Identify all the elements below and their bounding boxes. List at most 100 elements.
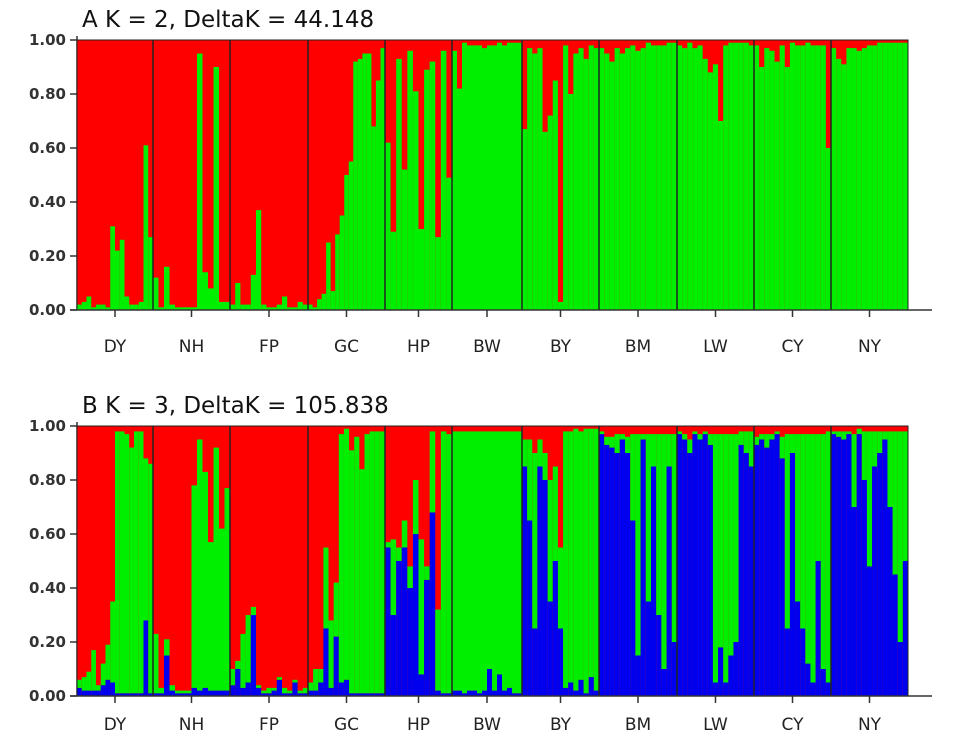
bar-segment-green <box>180 307 187 310</box>
population-lw <box>677 426 755 696</box>
bar-segment-green <box>287 690 293 694</box>
bar-segment-green <box>385 542 391 548</box>
bar-segment-blue <box>517 693 523 696</box>
bar-segment-green <box>134 304 140 310</box>
bar-segment-blue <box>635 655 641 696</box>
bar-segment-green <box>887 431 893 507</box>
bar-segment-red <box>110 40 116 310</box>
bar-segment-blue <box>86 690 92 696</box>
bar-segment-blue <box>902 561 909 696</box>
bar-segment-green <box>588 428 595 678</box>
bar-segment-green <box>743 431 750 453</box>
bar-segment-blue <box>235 669 241 696</box>
bar-segment-red <box>235 426 241 696</box>
bar-segment-red <box>230 426 236 696</box>
bar-segment-blue <box>666 466 673 696</box>
bar-segment-green <box>169 685 176 691</box>
bar-segment-green <box>707 72 714 311</box>
chart-title: B K = 3, DeltaK = 105.838 <box>82 393 389 419</box>
bar-segment-green <box>240 304 246 310</box>
population-gc <box>308 40 386 311</box>
bar-segment-green <box>692 48 698 310</box>
population-nh <box>153 40 231 310</box>
x-tick-label: GC <box>334 715 359 735</box>
bar-segment-green <box>795 434 801 602</box>
bar-segment-green <box>96 304 102 310</box>
bar-segment-green <box>728 434 734 656</box>
bar-segment-green <box>522 439 528 467</box>
bar-segment-green <box>866 431 873 567</box>
bar-segment-green <box>492 431 498 691</box>
bar-segment-green <box>712 434 719 683</box>
bar-segment-red <box>261 426 267 696</box>
bar-segment-red <box>435 426 442 696</box>
x-tick-label: DY <box>104 337 127 357</box>
bar-segment-green <box>697 434 704 440</box>
bar-segment-red <box>418 40 425 310</box>
bar-segment-green <box>467 431 473 691</box>
bar-segment-green <box>119 431 125 694</box>
bar-segment-green <box>593 48 600 310</box>
bar-segment-green <box>429 431 436 513</box>
bar-segment-green <box>213 447 220 691</box>
bar-segment-blue <box>682 439 688 696</box>
population-bm <box>599 40 678 311</box>
bar-segment-green <box>532 453 538 629</box>
bar-segment-green <box>609 436 615 448</box>
bar-segment-green <box>630 45 636 311</box>
bar-segment-red <box>129 40 135 310</box>
bar-segment-blue <box>482 690 488 696</box>
y-tick-label: 1.00 <box>29 31 66 49</box>
bar-segment-green <box>557 547 564 629</box>
bar-segment-green <box>856 428 863 435</box>
x-tick-label: BM <box>625 337 651 357</box>
bar-segment-blue <box>440 693 447 696</box>
bar-segment-blue <box>271 690 278 696</box>
bar-segment-green <box>599 48 605 310</box>
bar-segment-green <box>651 45 657 311</box>
bar-segment-red <box>287 40 293 310</box>
bar-segment-blue <box>502 690 508 696</box>
bar-segment-red <box>317 40 322 310</box>
bar-segment-green <box>851 48 858 310</box>
bar-segment-green <box>446 177 453 310</box>
bar-segment-green <box>836 58 842 311</box>
bar-segment-blue <box>677 434 683 696</box>
bar-segment-blue <box>820 669 827 696</box>
bar-segment-green <box>343 428 350 680</box>
bar-segment-blue <box>599 434 605 696</box>
bar-segment-red <box>100 426 106 696</box>
bar-segment-green <box>815 434 822 561</box>
bar-segment-green <box>202 471 209 688</box>
bar-segment-blue <box>836 436 842 696</box>
population-bm <box>599 426 678 696</box>
bar-segment-green <box>328 620 335 688</box>
y-tick-label: 0.60 <box>29 139 66 157</box>
bar-segment-blue <box>851 507 858 696</box>
bar-segment-green <box>537 48 543 310</box>
bar-segment-red <box>175 426 181 696</box>
bar-segment-red <box>557 40 564 310</box>
bar-segment-blue <box>96 690 102 696</box>
bar-segment-green <box>424 566 431 580</box>
bar-segment-green <box>748 431 755 467</box>
bar-segment-blue <box>333 636 340 696</box>
bar-segment-green <box>841 64 847 310</box>
bar-segment-green <box>302 304 309 310</box>
bar-segment-green <box>348 161 354 310</box>
bar-segment-blue <box>800 628 806 696</box>
bar-segment-red <box>256 40 262 310</box>
bar-segment-green <box>385 142 391 310</box>
x-tick-label: CY <box>782 337 805 357</box>
population-ny <box>831 426 909 696</box>
bar-segment-blue <box>245 682 252 696</box>
bar-segment-green <box>256 685 262 688</box>
y-tick-label: 0.00 <box>29 687 66 705</box>
bar-segment-red <box>138 40 144 310</box>
bar-segment-green <box>390 539 397 615</box>
bar-segment-green <box>175 690 181 694</box>
bar-segment-green <box>407 566 414 588</box>
bar-segment-red <box>321 40 327 310</box>
bar-segment-blue <box>407 588 414 696</box>
bar-segment-green <box>359 469 365 694</box>
